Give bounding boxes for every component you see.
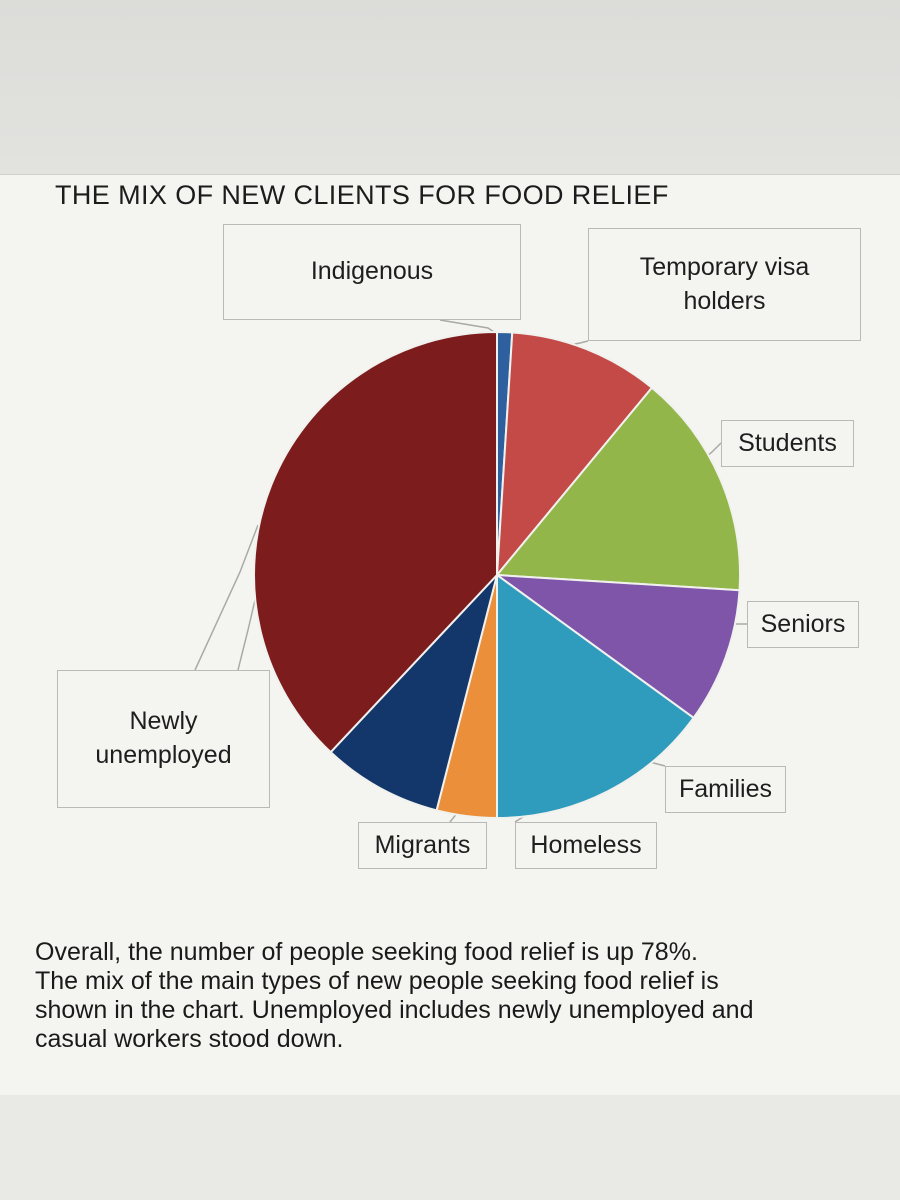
slice-label-text: Seniors xyxy=(760,609,846,638)
chart-title: THE MIX OF NEW CLIENTS FOR FOOD RELIEF xyxy=(55,180,669,210)
background-surface xyxy=(0,1095,900,1200)
slice-label-students: Students xyxy=(721,420,854,467)
previous-page-bleed xyxy=(0,0,900,175)
slice-label-newly-unemployed: Newly unemployed xyxy=(57,670,270,808)
slice-label-seniors: Seniors xyxy=(747,601,859,648)
slice-label-text: Newly unemployed xyxy=(95,707,232,769)
slice-label-text: Temporary visa holders xyxy=(639,252,810,315)
slice-label-text: Homeless xyxy=(530,830,642,859)
slice-label-temporary-visa-holders: Temporary visa holders xyxy=(588,228,861,341)
caption-line: casual workers stood down. xyxy=(35,1025,344,1053)
pie-slice-temporary-visa-holders xyxy=(496,331,653,576)
pie-slice-students xyxy=(496,386,741,592)
slice-label-text: Migrants xyxy=(374,830,471,859)
pie-slice-migrants xyxy=(329,574,498,812)
pie-slice-newly-unemployed xyxy=(253,331,498,754)
slice-label-indigenous: Indigenous xyxy=(223,224,521,320)
caption-line: Overall, the number of people seeking fo… xyxy=(35,938,698,966)
pie-slices xyxy=(253,331,741,819)
slice-label-homeless: Homeless xyxy=(515,822,657,869)
leader-line xyxy=(237,599,256,671)
caption-line: The mix of the main types of new people … xyxy=(35,967,719,995)
pie-slice-families xyxy=(496,574,695,819)
slice-label-families: Families xyxy=(665,766,786,813)
caption-line: shown in the chart. Unemployed includes … xyxy=(35,996,754,1024)
slice-label-migrants: Migrants xyxy=(358,822,487,869)
slice-label-text: Families xyxy=(678,774,773,803)
pie-slice-seniors xyxy=(496,574,741,719)
chart-caption: Overall, the number of people seeking fo… xyxy=(35,938,900,1054)
leader-line xyxy=(194,524,259,671)
slice-label-text: Indigenous xyxy=(310,257,434,286)
slice-label-text: Students xyxy=(738,428,837,457)
